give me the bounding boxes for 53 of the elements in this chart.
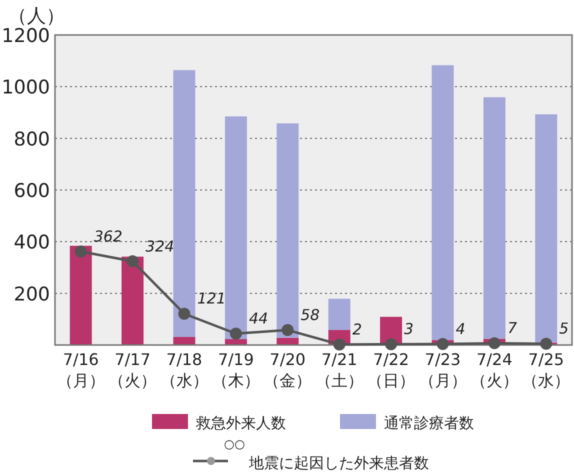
data-label: 58 [300,306,320,324]
y-tick-label: 1000 [2,76,50,99]
point [436,338,449,350]
data-label: 121 [197,290,226,308]
bar [483,97,506,339]
bar [328,298,350,330]
point [540,338,552,350]
data-label: 2 [352,320,362,338]
point [74,245,87,258]
bar [173,70,196,337]
bar [276,123,299,338]
x-tick-label: 7/19 （木） [212,350,260,390]
data-label: 3 [404,320,414,338]
bar [432,65,454,340]
y-tick-label: 1200 [2,25,50,47]
y-tick-label: 400 [14,232,50,254]
x-tick-label: 7/25 （水） [522,350,570,390]
legend-label: 地震に起因した外来患者数 [248,454,429,472]
x-tick-label: 7/24 （火） [470,350,518,390]
data-label: 4 [456,320,466,338]
point [488,337,500,350]
y-tick-label: 600 [14,180,50,202]
text: ○○ [224,437,245,451]
bar [173,336,196,345]
point [282,324,294,336]
bar [276,338,299,345]
y-tick-label: 200 [14,283,50,306]
y-tick-label: 800 [14,128,50,150]
x-tick-label: 7/18 （水） [160,350,208,390]
x-tick-label: 7/21 （土） [315,350,364,390]
data-label: 324 [146,237,174,256]
point [385,338,398,350]
x-tick-label: 7/17 （火） [108,350,157,390]
bar [70,246,92,345]
point [178,308,190,320]
point [333,338,346,350]
point [126,255,139,268]
bar [535,114,558,343]
legend-label: 通常診療者数 [384,414,474,432]
y-axis-title: （人） [8,5,65,27]
bar [122,256,144,345]
x-tick-label: 7/16 （月） [56,350,105,390]
bar [224,339,247,345]
x-tick-label: 7/22 （日） [367,350,416,390]
data-label: 7 [507,319,518,338]
legend-label: 救急外来人数 [195,414,286,432]
data-label: 44 [248,310,268,328]
data-label: 362 [94,227,122,246]
x-tick-label: 7/20 （金） [264,350,312,390]
data-label: 5 [559,320,569,338]
x-tick-label: 7/23 （月） [418,350,467,390]
point [230,328,242,340]
bar [224,116,247,340]
